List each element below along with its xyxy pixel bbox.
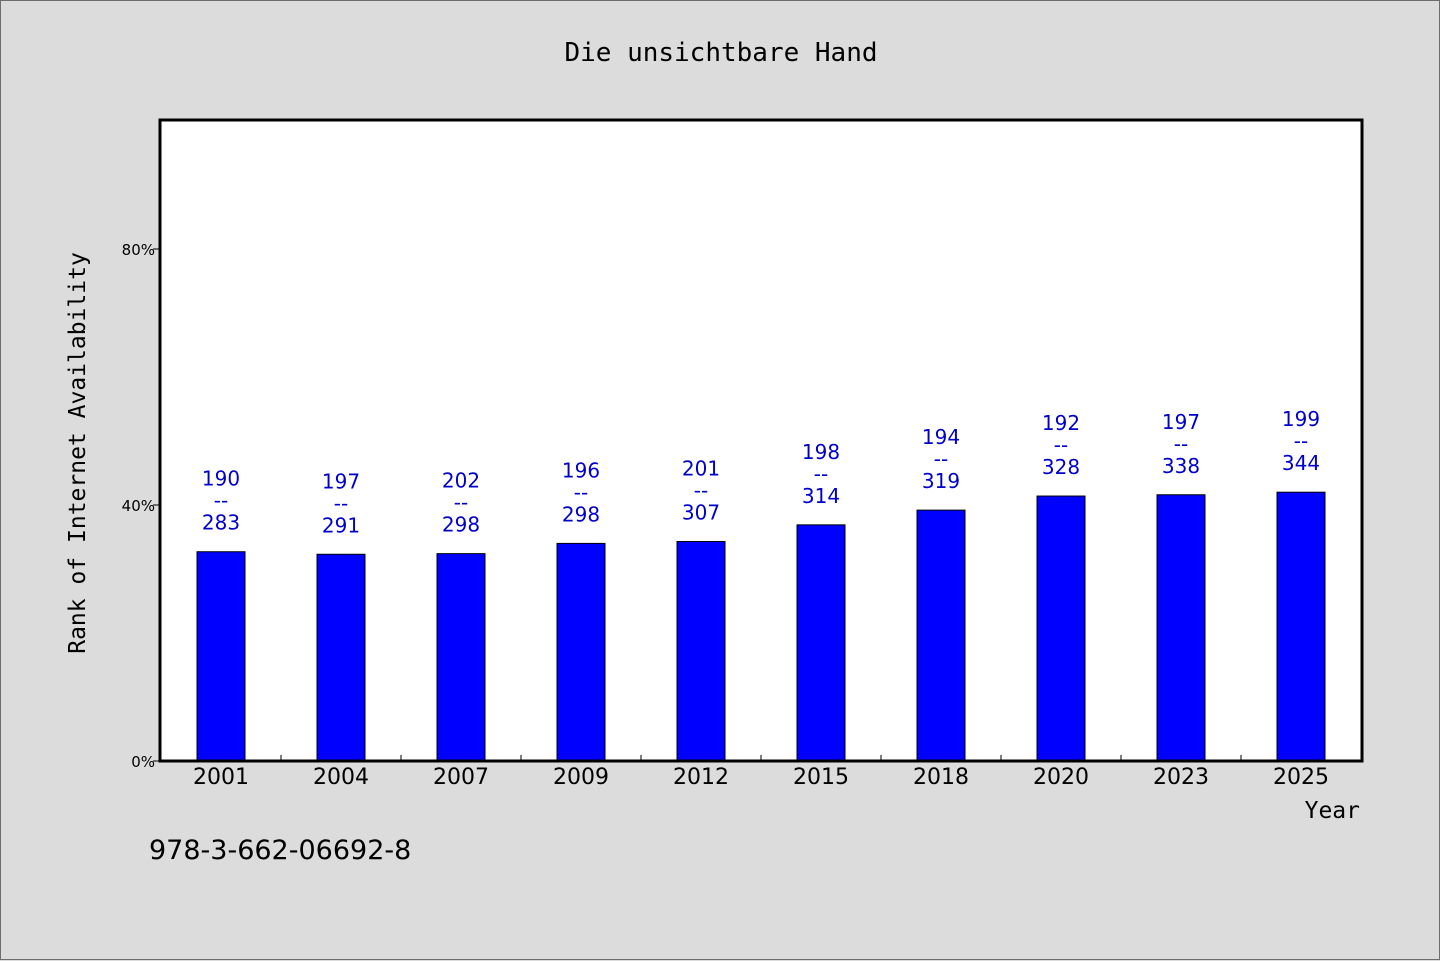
data-label-2020-2: 328 <box>1042 455 1080 479</box>
data-label-2009-1: -- <box>574 480 588 504</box>
data-label-2001-1: -- <box>214 489 228 513</box>
x-tick-label-2009: 2009 <box>553 765 609 790</box>
data-label-2020-1: -- <box>1054 433 1068 457</box>
data-label-2025-1: -- <box>1294 429 1308 453</box>
data-label-2025-0: 199 <box>1282 407 1320 431</box>
bar-2020 <box>1036 495 1086 762</box>
x-tick-label-2015: 2015 <box>793 765 849 790</box>
bar-2023 <box>1156 494 1206 762</box>
x-tick-label-2012: 2012 <box>673 765 729 790</box>
bar-2025 <box>1276 491 1326 762</box>
data-label-2015-0: 198 <box>802 440 840 464</box>
data-label-2025-2: 344 <box>1282 451 1320 475</box>
data-label-2009-0: 196 <box>562 458 600 482</box>
x-tick-label-2025: 2025 <box>1273 765 1329 790</box>
data-label-2015-1: -- <box>814 462 828 486</box>
x-tick-label-2001: 2001 <box>193 765 249 790</box>
y-axis-title: Rank of Internet Availability <box>65 252 91 654</box>
chart-title: Die unsichtbare Hand <box>564 38 877 68</box>
data-label-2007-0: 202 <box>442 469 480 493</box>
bar-2015 <box>796 524 846 762</box>
data-label-2012-1: -- <box>694 478 708 502</box>
y-tick-label-0: 0% <box>131 753 155 771</box>
y-tick-label-2: 80% <box>122 241 155 259</box>
x-axis: 2001 2004 2007 2009 2012 2015 2018 2020 2023 2025 <box>193 755 1329 790</box>
data-label-2004-1: -- <box>334 491 348 515</box>
data-label-2004-2: 291 <box>322 513 360 537</box>
data-label-2018-1: -- <box>934 447 948 471</box>
data-labels-group: 190--283197--291202--298196--298201--307… <box>202 407 1320 537</box>
data-label-2012-2: 307 <box>682 500 720 524</box>
data-label-2007-1: -- <box>454 491 468 515</box>
isbn-footnote: 978-3-662-06692-8 <box>149 835 412 866</box>
bar-2018 <box>916 509 966 762</box>
bar-2012 <box>676 540 726 762</box>
data-label-2023-0: 197 <box>1162 410 1200 434</box>
bar-2009 <box>556 542 606 762</box>
bar-2001 <box>196 551 246 762</box>
data-label-2015-2: 314 <box>802 484 840 508</box>
x-tick-label-2018: 2018 <box>913 765 969 790</box>
x-tick-label-2004: 2004 <box>313 765 369 790</box>
x-tick-label-2007: 2007 <box>433 765 489 790</box>
x-tick-label-2020: 2020 <box>1033 765 1089 790</box>
data-label-2004-0: 197 <box>322 469 360 493</box>
x-axis-title: Year <box>1305 798 1360 824</box>
y-axis: 0% 40% 80% <box>122 241 161 771</box>
plot-border <box>158 118 1364 763</box>
data-label-2023-2: 338 <box>1162 454 1200 478</box>
bar-2007 <box>436 553 486 762</box>
bar-2004 <box>316 553 366 762</box>
x-tick-label-2023: 2023 <box>1153 765 1209 790</box>
data-label-2020-0: 192 <box>1042 411 1080 435</box>
data-label-2001-0: 190 <box>202 467 240 491</box>
data-label-2007-2: 298 <box>442 513 480 537</box>
data-label-2018-0: 194 <box>922 425 960 449</box>
data-label-2012-0: 201 <box>682 456 720 480</box>
data-label-2023-1: -- <box>1174 432 1188 456</box>
data-label-2009-2: 298 <box>562 502 600 526</box>
data-label-2001-2: 283 <box>202 511 240 535</box>
y-tick-label-1: 40% <box>122 497 155 515</box>
data-label-2018-2: 319 <box>922 469 960 493</box>
bars-group <box>196 491 1326 762</box>
